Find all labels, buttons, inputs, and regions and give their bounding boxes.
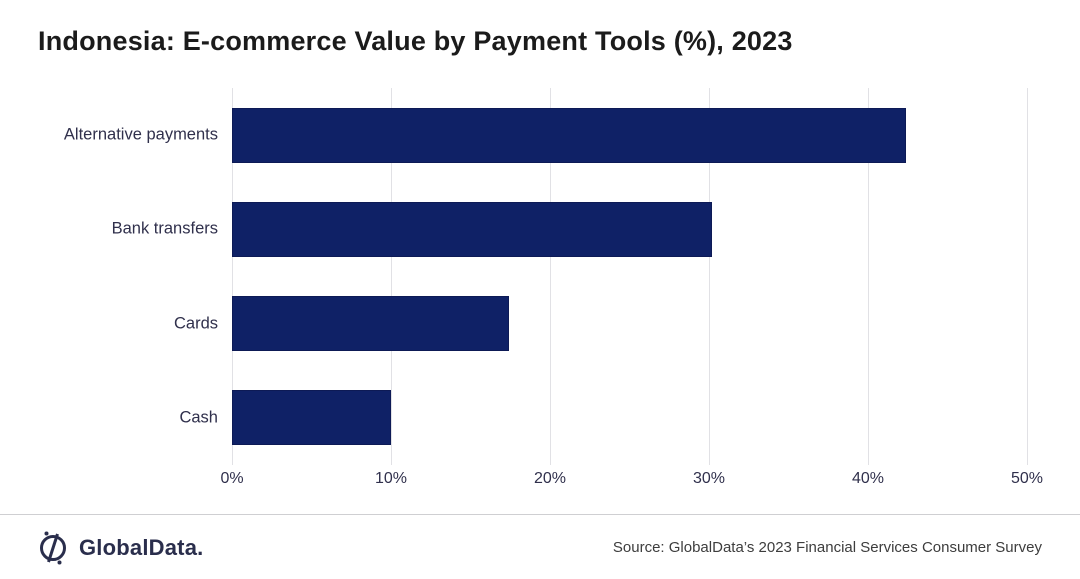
x-tick-label: 10% (374, 470, 408, 487)
footer: GlobalData. Source: GlobalData’s 2023 Fi… (0, 515, 1080, 579)
x-tick-label: 20% (533, 470, 567, 487)
x-tick-label: 50% (1010, 470, 1044, 487)
bar-cash (232, 390, 391, 446)
gridline (232, 88, 233, 465)
globaldata-logo: GlobalData. (36, 530, 203, 566)
x-tick-label: 30% (692, 470, 726, 487)
gridline (709, 88, 710, 465)
gridline (1027, 88, 1028, 465)
gridline (868, 88, 869, 465)
bar-bank-transfers (232, 201, 713, 257)
bar-chart: 0% 10% 20% 30% 40% 50% Alternative payments Ban… (63, 88, 1044, 487)
chart-title: Indonesia: E-commerce Value by Payment T… (38, 26, 793, 56)
category-label-alternative-payments: Alternative payments (63, 125, 218, 144)
gridline (550, 88, 551, 465)
category-label-cards: Cards (173, 314, 218, 333)
x-tick-label: 40% (851, 470, 885, 487)
bar-alternative-payments (232, 107, 907, 163)
globaldata-logo-icon (40, 531, 66, 565)
category-label-bank-transfers: Bank transfers (111, 219, 218, 238)
bar-cards (232, 296, 509, 352)
source-text: Source: GlobalData’s 2023 Financial Serv… (612, 539, 1042, 556)
category-label-cash: Cash (179, 408, 218, 427)
x-tick-label: 0% (220, 470, 244, 487)
gridline (391, 88, 392, 465)
globaldata-logo-text: GlobalData. (79, 535, 204, 560)
footer-divider (0, 514, 1080, 515)
